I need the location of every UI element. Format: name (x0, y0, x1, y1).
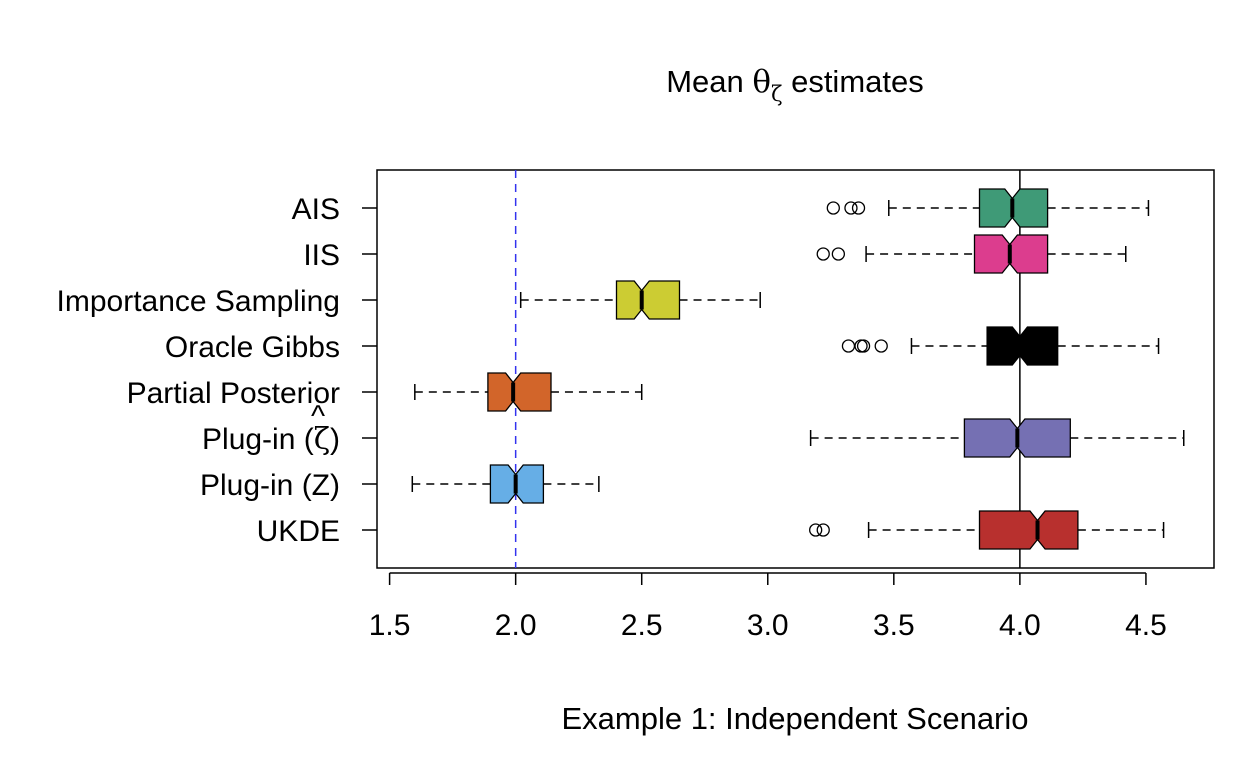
category-label: Importance Sampling (57, 285, 340, 318)
category-label: Partial Posterior (127, 377, 340, 410)
category-hat: ^ (311, 400, 325, 433)
outlier-point (851, 201, 866, 215)
title-suffix: estimates (782, 64, 923, 99)
box-body (615, 280, 681, 320)
outlier-point (826, 201, 840, 215)
plot-frame (376, 169, 1215, 569)
box-plug-in (809, 418, 1185, 458)
box-ukde (809, 510, 1165, 550)
box-body (487, 372, 552, 412)
outlier-point (844, 201, 858, 215)
title-theta: θ (752, 64, 771, 100)
x-axis-label: Example 1: Independent Scenario (561, 701, 1028, 736)
x-tick-label: 4.0 (999, 609, 1041, 642)
category-label: UKDE (257, 515, 340, 548)
x-tick-label: 1.5 (369, 609, 411, 642)
title-prefix: Mean (666, 64, 752, 99)
outlier-point (854, 339, 868, 353)
category-label: Oracle Gibbs (165, 331, 340, 364)
box-body (986, 326, 1059, 366)
x-tick-label: 2.0 (495, 609, 537, 642)
outlier-point (841, 339, 856, 353)
box-iis (816, 234, 1127, 274)
category-labels: AIS IIS Importance Sampling Oracle Gibbs Par… (57, 193, 377, 548)
x-tick-label: 4.5 (1125, 609, 1167, 642)
x-tick-label: 2.5 (621, 609, 663, 642)
box-series (411, 188, 1185, 550)
outlier-point (856, 339, 871, 353)
category-label: Plug-in (ζ) (202, 422, 340, 457)
category-label: Plug-in (Z) (200, 469, 340, 502)
category-label: IIS (303, 239, 340, 272)
category-label: AIS (292, 193, 340, 226)
outlier-point (816, 523, 830, 537)
outlier-point (816, 247, 830, 261)
box-body (978, 510, 1079, 550)
x-tick-label: 3.0 (747, 609, 789, 642)
box-partial-posterior (414, 372, 643, 412)
box-oracle-gibbs (841, 326, 1160, 366)
chart-title: Mean θζ estimates (666, 64, 924, 106)
title-subscript: ζ (771, 82, 782, 106)
x-tick-label: 3.5 (873, 609, 915, 642)
box-ais (826, 188, 1150, 228)
box-importance-sampling (519, 280, 761, 320)
outlier-point (831, 247, 846, 261)
outlier-point (809, 523, 823, 537)
x-axis: 1.5 2.0 2.5 3.0 3.5 4.0 4.5 (369, 572, 1167, 642)
reference-lines (514, 170, 1021, 568)
box-plug-in-z (411, 464, 600, 504)
outlier-point (874, 339, 888, 353)
